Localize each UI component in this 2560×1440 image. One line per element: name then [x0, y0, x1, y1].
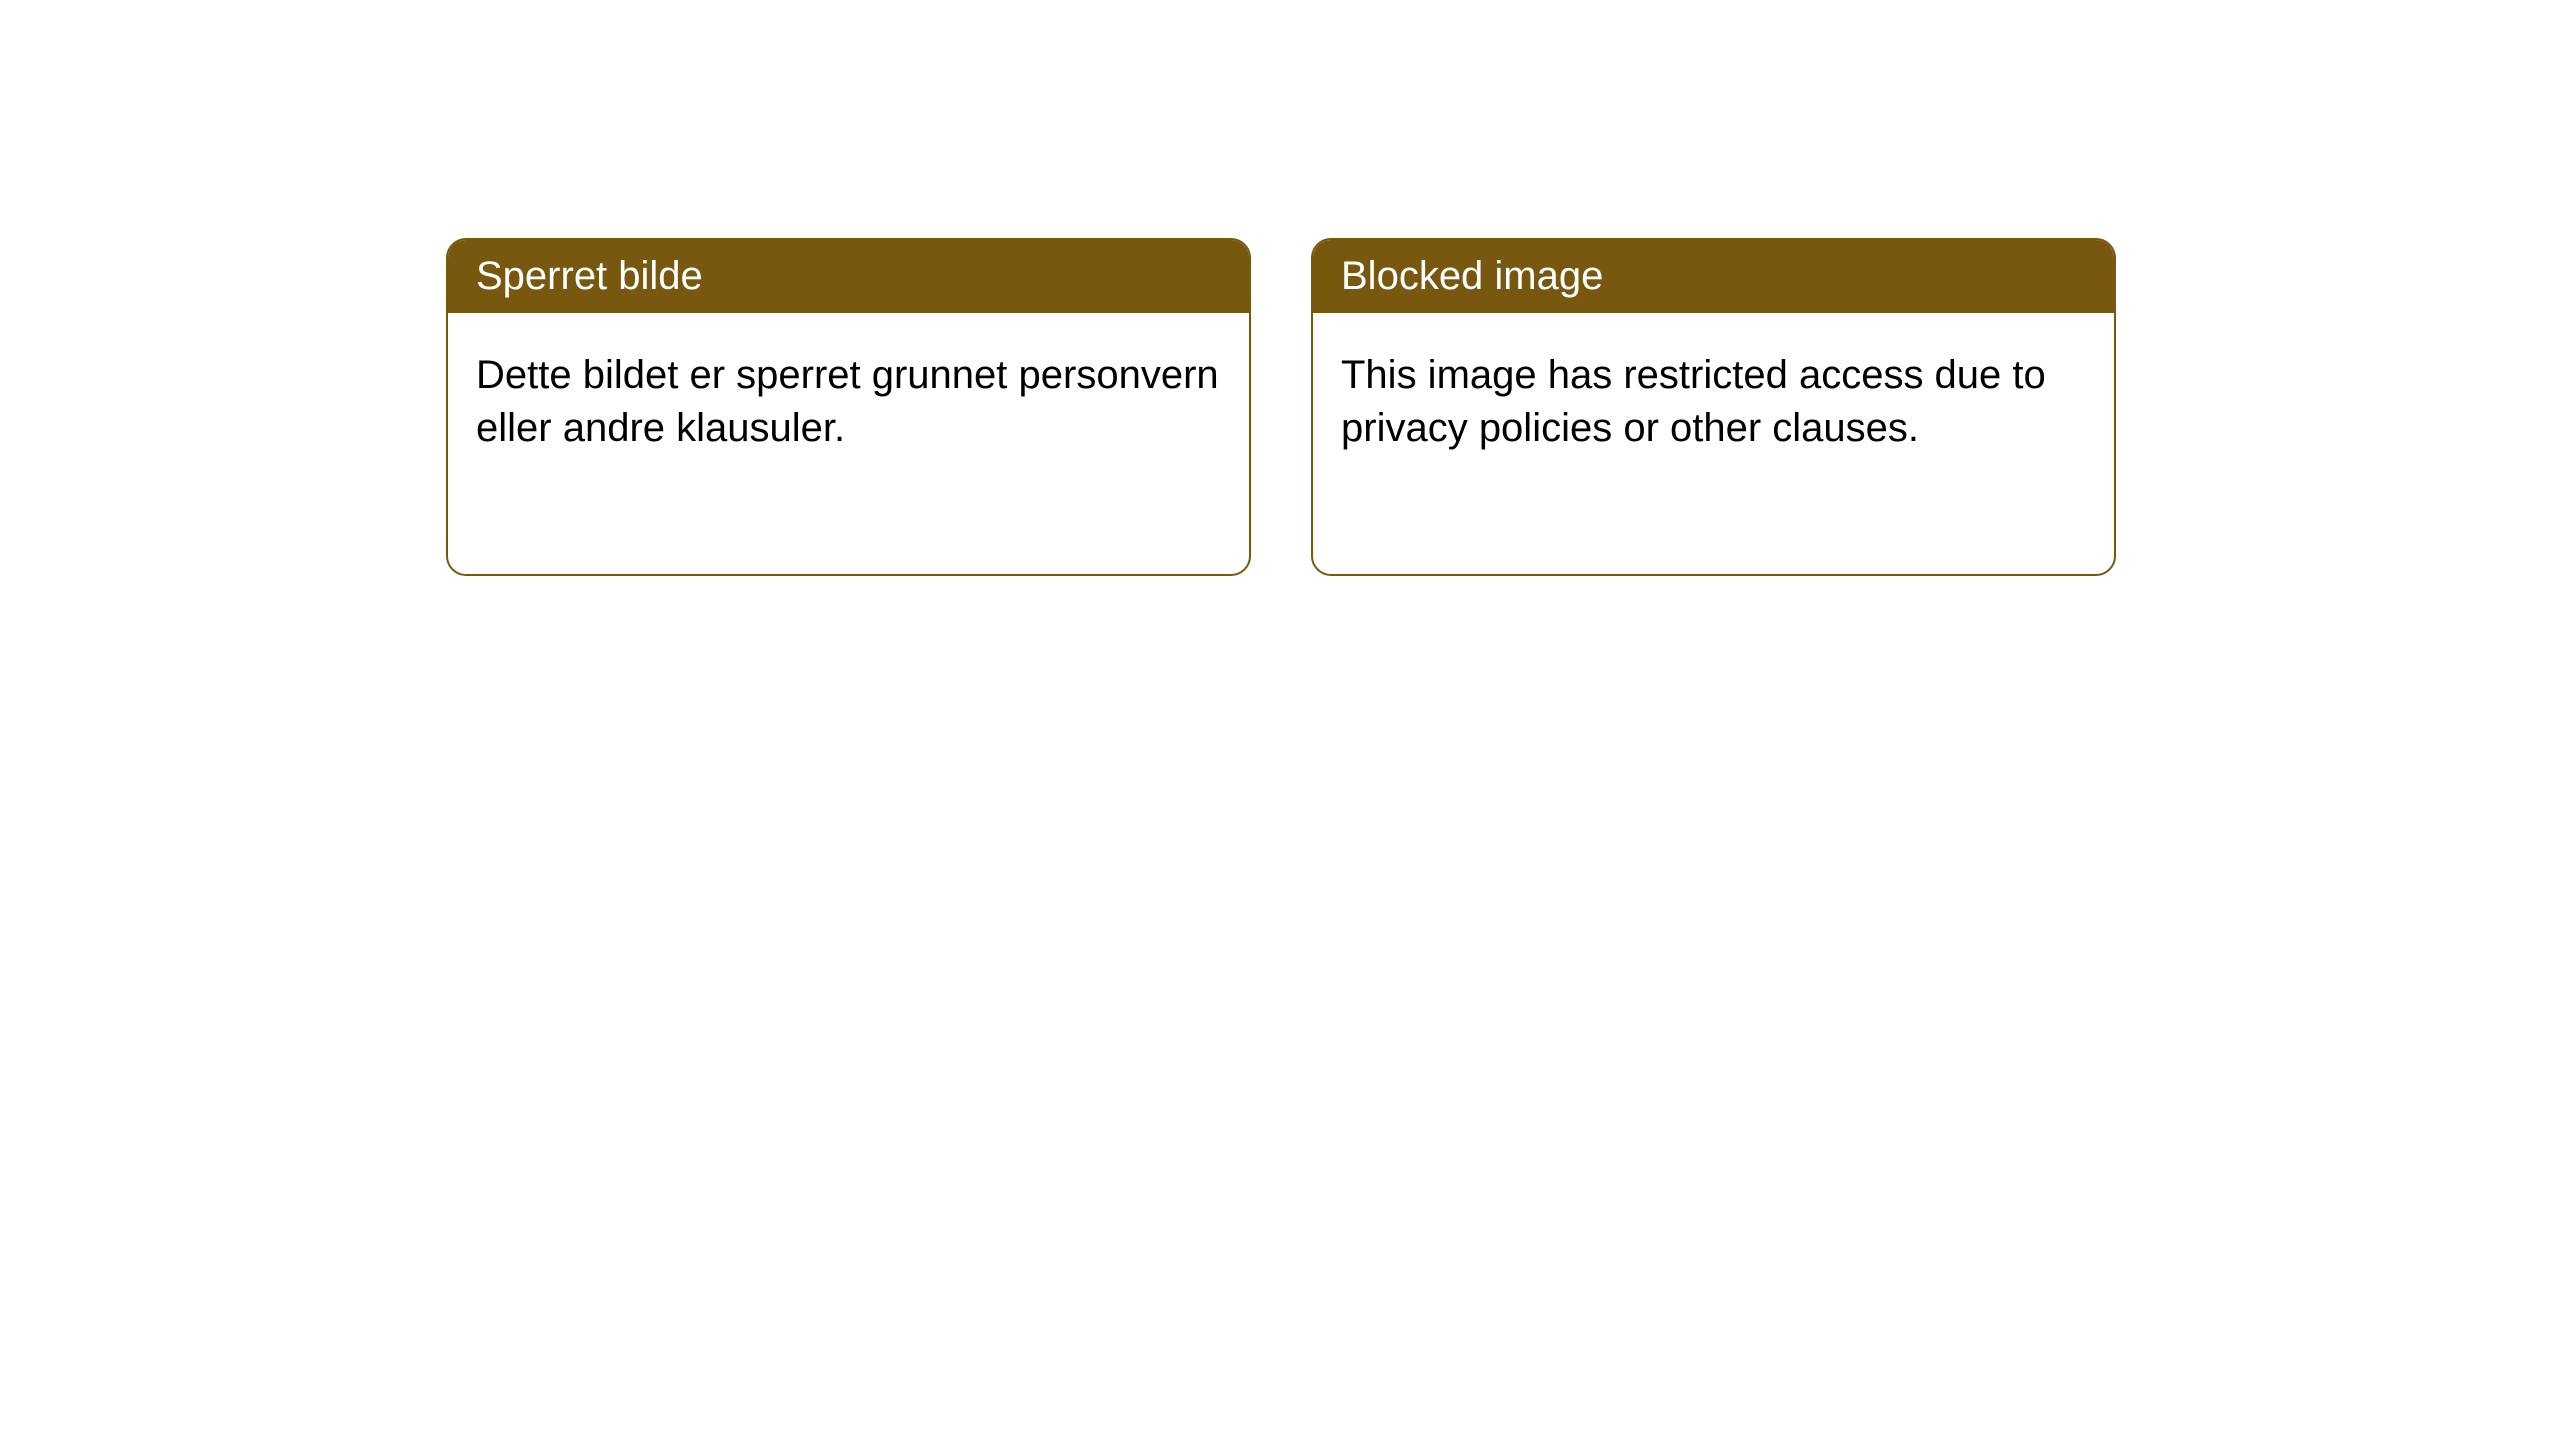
- card-body: Dette bildet er sperret grunnet personve…: [448, 313, 1249, 491]
- blocked-image-card-en: Blocked image This image has restricted …: [1311, 238, 2116, 576]
- cards-container: Sperret bilde Dette bildet er sperret gr…: [0, 0, 2560, 576]
- blocked-image-card-no: Sperret bilde Dette bildet er sperret gr…: [446, 238, 1251, 576]
- card-body: This image has restricted access due to …: [1313, 313, 2114, 491]
- card-header: Sperret bilde: [448, 240, 1249, 313]
- card-header: Blocked image: [1313, 240, 2114, 313]
